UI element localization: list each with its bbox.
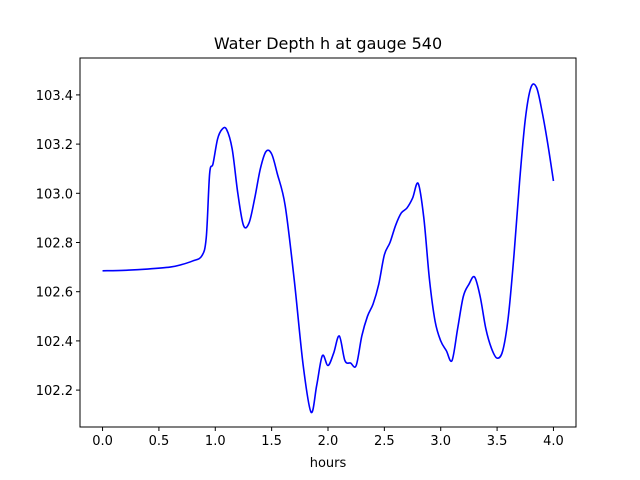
series-line bbox=[102, 83, 555, 414]
x-tick-label: 3.0 bbox=[430, 434, 451, 449]
y-axis: 102.2 102.4 102.6 102.8 103.0 103.2 103.4 bbox=[36, 89, 80, 399]
y-tick-label: 102.2 bbox=[36, 384, 73, 399]
plot-area bbox=[102, 83, 555, 414]
y-tick-label: 102.4 bbox=[36, 335, 73, 350]
y-tick-label: 103.2 bbox=[36, 138, 73, 153]
x-tick-label: 0.0 bbox=[92, 434, 113, 449]
x-tick-label: 4.0 bbox=[543, 434, 564, 449]
x-tick-label: 0.5 bbox=[149, 434, 170, 449]
x-tick-label: 3.5 bbox=[487, 434, 508, 449]
x-axis-label: hours bbox=[310, 456, 347, 471]
chart-title: Water Depth h at gauge 540 bbox=[214, 34, 442, 53]
x-tick-label: 2.0 bbox=[318, 434, 339, 449]
x-axis: 0.0 0.5 1.0 1.5 2.0 2.5 3.0 3.5 4.0 bbox=[92, 427, 564, 449]
x-tick-label: 1.0 bbox=[205, 434, 226, 449]
y-tick-label: 102.8 bbox=[36, 237, 73, 252]
y-tick-label: 103.4 bbox=[36, 89, 73, 104]
x-tick-label: 1.5 bbox=[261, 434, 282, 449]
x-tick-label: 2.5 bbox=[374, 434, 395, 449]
y-tick-label: 103.0 bbox=[36, 187, 73, 202]
axes-frame bbox=[79, 57, 577, 428]
y-tick-label: 102.6 bbox=[36, 286, 73, 301]
